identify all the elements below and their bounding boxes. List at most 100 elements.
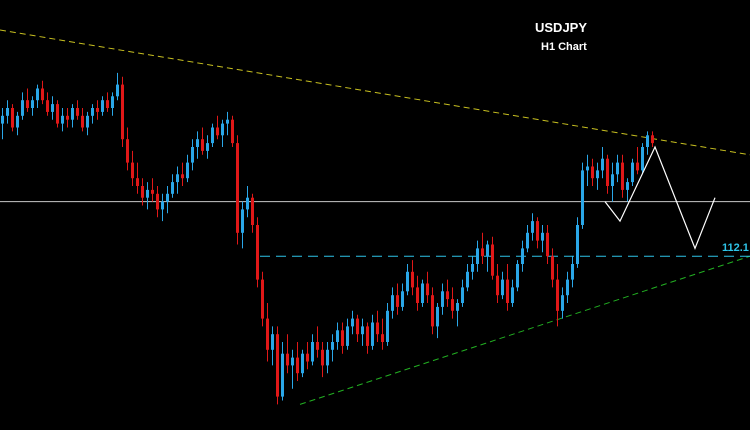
- candle-body: [326, 349, 329, 366]
- candle-body: [356, 318, 359, 335]
- candle-body: [396, 295, 399, 307]
- candle-body: [576, 225, 579, 264]
- candle-body: [36, 88, 39, 101]
- candle-body: [276, 334, 279, 397]
- candle-body: [96, 108, 99, 112]
- candle-body: [226, 119, 229, 124]
- candle-body: [11, 108, 14, 128]
- candle-body: [351, 318, 354, 327]
- candle-body: [156, 193, 159, 210]
- candle-body: [591, 166, 594, 179]
- candle-body: [1, 115, 4, 124]
- candle-body: [186, 162, 189, 179]
- candle-body: [521, 248, 524, 264]
- candle-body: [541, 232, 544, 241]
- candle-body: [346, 326, 349, 346]
- candle-body: [306, 353, 309, 362]
- candle-body: [291, 357, 294, 366]
- candle-body: [481, 248, 484, 257]
- projection-path: [604, 145, 716, 251]
- candle-body: [91, 108, 94, 116]
- candle-body: [6, 108, 9, 116]
- candle-body: [466, 271, 469, 288]
- candle-body: [246, 197, 249, 210]
- candle-body: [201, 139, 204, 151]
- candle-body: [371, 322, 374, 346]
- candle-body: [641, 147, 644, 171]
- candle-body: [381, 334, 384, 342]
- candle-body: [491, 244, 494, 276]
- candle-body: [361, 326, 364, 335]
- candle-body: [126, 139, 129, 163]
- candle-body: [501, 279, 504, 296]
- chart-title: USDJPY: [535, 20, 588, 35]
- candle-body: [486, 244, 489, 257]
- candle-body: [376, 322, 379, 335]
- candle-body: [31, 100, 34, 108]
- candle-body: [251, 197, 254, 225]
- candle-body: [391, 295, 394, 311]
- candle-body: [331, 342, 334, 350]
- candle-body: [286, 353, 289, 366]
- candle-body: [241, 209, 244, 233]
- candle-body: [266, 318, 269, 350]
- candle-body: [471, 264, 474, 272]
- candle-body: [111, 96, 114, 108]
- candle-body: [561, 295, 564, 311]
- candle-body: [161, 201, 164, 210]
- candle-body: [651, 135, 654, 144]
- candle-body: [256, 225, 259, 280]
- candle-body: [146, 189, 149, 198]
- candle-body: [136, 178, 139, 186]
- candle-body: [586, 166, 589, 171]
- candle-body: [271, 334, 274, 350]
- candle-body: [611, 174, 614, 186]
- candle-body: [511, 287, 514, 303]
- candle-body: [416, 287, 419, 303]
- candle-body: [311, 342, 314, 362]
- candle-body: [631, 162, 634, 183]
- candle-body: [596, 170, 599, 179]
- candle-body: [26, 100, 29, 108]
- candle-body: [606, 158, 609, 186]
- candle-body: [581, 170, 584, 225]
- candle-body: [106, 100, 109, 108]
- candle-body: [636, 162, 639, 171]
- candle-body: [86, 115, 89, 128]
- candle-body: [546, 232, 549, 257]
- candle-body: [531, 221, 534, 233]
- candle-body: [206, 143, 209, 151]
- chart-subtitle: H1 Chart: [541, 41, 587, 53]
- resistance-trendline: [0, 29, 750, 156]
- candle-body: [476, 248, 479, 264]
- candle-body: [231, 119, 234, 144]
- candle-body: [441, 291, 444, 307]
- candle-body: [66, 115, 69, 120]
- candle-body: [451, 299, 454, 311]
- candle-body: [16, 115, 19, 128]
- candle-body: [536, 221, 539, 241]
- candle-body: [21, 100, 24, 116]
- candle-body: [506, 279, 509, 303]
- candle-body: [141, 186, 144, 198]
- candle-body: [566, 279, 569, 296]
- support-trendline: [299, 255, 750, 405]
- candle-body: [166, 193, 169, 202]
- candle-body: [616, 162, 619, 175]
- candle-body: [411, 271, 414, 288]
- candle-body: [76, 108, 79, 116]
- candle-body: [626, 182, 629, 190]
- candle-body: [281, 353, 284, 397]
- candle-body: [301, 353, 304, 374]
- candle-body: [436, 306, 439, 327]
- candle-body: [366, 326, 369, 346]
- candle-body: [421, 283, 424, 303]
- candle-body: [601, 158, 604, 171]
- candle-body: [196, 139, 199, 147]
- candle-body: [121, 84, 124, 140]
- level-price-label: 112.1: [722, 242, 749, 254]
- candle-body: [646, 135, 649, 147]
- candle-body: [516, 264, 519, 288]
